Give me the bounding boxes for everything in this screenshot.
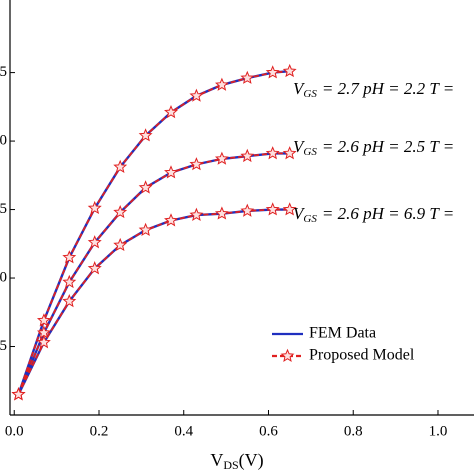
legend-label: Proposed Model xyxy=(309,347,415,364)
star-marker xyxy=(282,202,297,216)
star-marker xyxy=(189,157,204,171)
star-marker xyxy=(240,203,255,217)
annotation-text: = 2.7 pH = 2.2 T = xyxy=(322,79,454,98)
star-marker xyxy=(240,148,255,163)
curve xyxy=(17,70,290,395)
annotation-symbol: V xyxy=(293,79,306,98)
star-marker xyxy=(189,207,204,221)
x-tick-label: 0.4 xyxy=(174,423,193,439)
y-tick-label: 5 xyxy=(0,64,7,80)
star-marker xyxy=(62,274,77,289)
annotation-text: = 2.6 pH = 2.5 T = xyxy=(322,137,454,156)
annotation-symbol: V xyxy=(293,137,306,156)
annotation: VGS = 2.6 pH = 6.9 T = xyxy=(293,204,454,225)
star-marker xyxy=(265,202,280,216)
x-axis-label: VDS(V) xyxy=(210,450,263,472)
legend-marker xyxy=(280,348,295,362)
star-marker xyxy=(113,237,128,252)
star-marker xyxy=(214,77,229,91)
x-tick-label: 0.6 xyxy=(259,423,278,439)
x-tick-label: 0.2 xyxy=(90,423,109,439)
star-marker xyxy=(87,235,102,249)
y-tick-label: 0 xyxy=(0,133,7,149)
star-marker xyxy=(164,213,178,227)
y-tick-label: 5 xyxy=(0,201,7,217)
annotation-sub: GS xyxy=(303,88,317,100)
star-marker xyxy=(138,128,153,142)
legend-label: FEM Data xyxy=(309,325,376,342)
annotation-sub: GS xyxy=(303,213,317,225)
star-marker xyxy=(62,294,77,308)
star-marker xyxy=(87,200,102,215)
star-marker xyxy=(62,250,77,264)
star-marker xyxy=(282,146,297,160)
x-tick-label: 0.0 xyxy=(5,423,24,439)
star-marker xyxy=(87,261,102,275)
y-tick-label: 0 xyxy=(0,269,7,285)
annotation: VGS = 2.7 pH = 2.2 T = xyxy=(293,79,454,100)
x-tick-label: 1.0 xyxy=(429,423,448,439)
star-marker xyxy=(282,63,297,78)
curve xyxy=(17,152,290,395)
star-marker xyxy=(113,205,128,219)
star-marker xyxy=(36,313,51,327)
star-marker xyxy=(240,70,255,84)
curve xyxy=(17,152,290,395)
star-marker xyxy=(11,387,26,401)
annotation: VGS = 2.6 pH = 2.5 T = xyxy=(293,137,454,158)
star-marker xyxy=(164,105,178,119)
star-marker xyxy=(265,65,280,79)
x-tick-label: 0.8 xyxy=(344,423,363,439)
star-marker xyxy=(138,180,153,194)
annotation-symbol: V xyxy=(293,204,306,223)
star-marker xyxy=(138,222,153,237)
annotation-sub: GS xyxy=(303,146,317,158)
y-tick-label: 5 xyxy=(0,338,7,354)
star-marker xyxy=(164,165,178,179)
star-marker xyxy=(36,335,51,349)
star-marker xyxy=(189,88,204,102)
star-marker xyxy=(113,159,128,173)
star-marker xyxy=(214,151,229,165)
annotation-text: = 2.6 pH = 6.9 T = xyxy=(322,204,454,223)
star-marker xyxy=(214,206,229,220)
curve xyxy=(17,70,290,395)
star-marker xyxy=(265,146,280,160)
